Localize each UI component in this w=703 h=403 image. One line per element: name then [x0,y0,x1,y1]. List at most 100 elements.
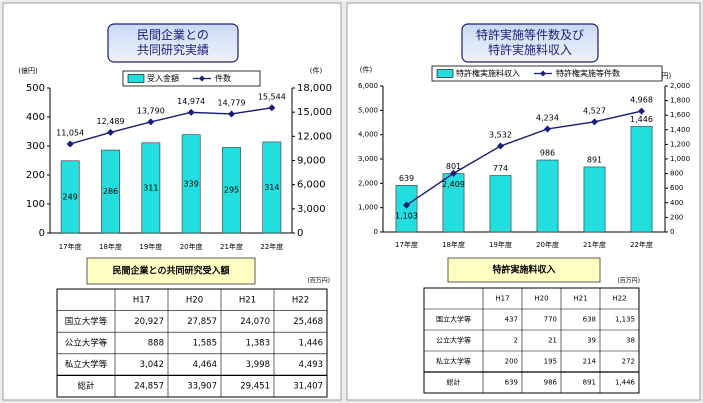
x-tick-label: 17年度 [59,242,82,251]
y2-tick-label: 1,600 [670,111,690,119]
y-tick-label: 100 [26,199,45,210]
line-marker [107,128,114,136]
y2-tick-label: 400 [670,199,683,207]
table-header: H21 [239,295,256,305]
y-tick-label: 200 [26,170,45,181]
y2-tick-label: 6,000 [297,180,326,191]
y-tick-label: 400 [26,112,45,123]
line-marker [187,108,195,116]
table-cell: 272 [622,358,635,366]
table-header: H17 [133,295,150,305]
table-cell: 195 [544,358,557,366]
table-unit: (百万円) [307,278,330,285]
line-value-label: 14,779 [218,98,246,107]
legend-label: 特許権実施等件数 [556,68,620,78]
caption: 民間企業との共同研究受入額 [113,265,230,277]
y2-tick-label: 0 [670,228,674,236]
legend-label: 受入金額 [147,73,179,83]
x-tick-label: 21年度 [220,242,243,251]
table-frame [423,287,640,394]
y2-tick-label: 18,000 [297,83,332,94]
y-tick-label: 4,000 [358,131,378,139]
table-cell: 3,998 [246,360,270,370]
bar [583,166,606,233]
table-header: H22 [612,295,626,303]
bar-value-label: 891 [587,155,602,164]
line-value-label: 2,409 [442,180,465,189]
y2-tick-label: 1,000 [670,155,690,163]
line-value-label: 13,790 [137,106,165,115]
caption: 特許実施料収入 [492,264,555,276]
line-value-label: 11,054 [56,128,84,137]
table-header: H20 [534,295,548,303]
table-header: H17 [495,295,509,303]
table-cell: 3,042 [140,360,164,370]
table-cell: 24,070 [240,317,270,327]
line-marker [66,140,74,148]
bar [181,134,201,234]
bar-value-label: 295 [224,186,239,195]
y2-tick-label: 0 [297,228,303,239]
table-cell: 200 [505,358,518,366]
caption-box [447,257,601,283]
legend-box [122,70,261,87]
y-tick-label: 500 [26,83,45,94]
x-tick-label: 22年度 [630,240,653,249]
line-marker [497,142,504,150]
line-marker [450,169,457,177]
table-cell: 39 [587,337,596,345]
line [69,107,272,145]
table-row-label: 私立大学等 [436,357,471,366]
table-cell: 27,857 [187,317,217,327]
y2-tick-label: 3,000 [297,204,326,215]
table-cell: 1,383 [246,339,270,349]
table-row-label: 総計 [77,381,95,392]
line-marker [591,118,598,126]
x-tick-label: 17年度 [395,240,418,249]
table-cell: 1,446 [615,379,636,387]
table-row-label: 公立大学等 [65,338,108,349]
x-tick-label: 18年度 [442,240,465,249]
bar [222,147,241,234]
bar [536,159,559,233]
table-cell: 24,857 [134,382,164,392]
y-tick-label: 6,000 [358,82,378,90]
y-tick-label: 0 [39,228,45,239]
line-marker [228,110,235,118]
bar-value-label: 314 [264,183,279,192]
bar-value-label: 249 [63,192,78,201]
x-tick-label: 21年度 [583,240,606,249]
y2-tick-label: 1,400 [670,126,690,134]
bar-value-label: 1,446 [630,115,653,124]
table-cell: 38 [626,337,635,345]
line-marker [268,104,276,112]
line-marker [147,118,155,126]
chart-title: 共同研究実績 [137,42,209,57]
y2-tick-label: 1,800 [670,97,690,105]
table-row-label: 私立大学等 [65,359,108,370]
bar-value-label: 774 [493,164,508,173]
y-tick-label: 3,000 [358,155,378,163]
x-tick-label: 19年度 [489,240,512,249]
bar-value-label: 339 [184,179,199,188]
table-header: H22 [292,295,309,305]
table-cell: 1,446 [299,339,323,349]
table-cell: 639 [505,379,518,387]
chart-title: 特許実施料収入 [488,42,572,57]
table-unit: (百万円) [617,278,640,285]
table-cell: 888 [148,339,164,349]
table-cell: 1,135 [615,316,635,324]
x-tick-label: 20年度 [180,242,203,251]
line-value-label: 1,103 [395,212,418,221]
table-cell: 891 [583,379,596,387]
y2-tick-label: 200 [670,213,683,221]
x-tick-label: 22年度 [260,242,283,251]
y-tick-label: 2,000 [358,179,378,187]
table-cell: 214 [583,358,597,366]
table-cell: 638 [583,316,596,324]
bar-value-label: 986 [540,149,555,158]
bar [630,126,653,233]
y2-tick-label: 800 [670,170,683,178]
bar [262,141,282,234]
